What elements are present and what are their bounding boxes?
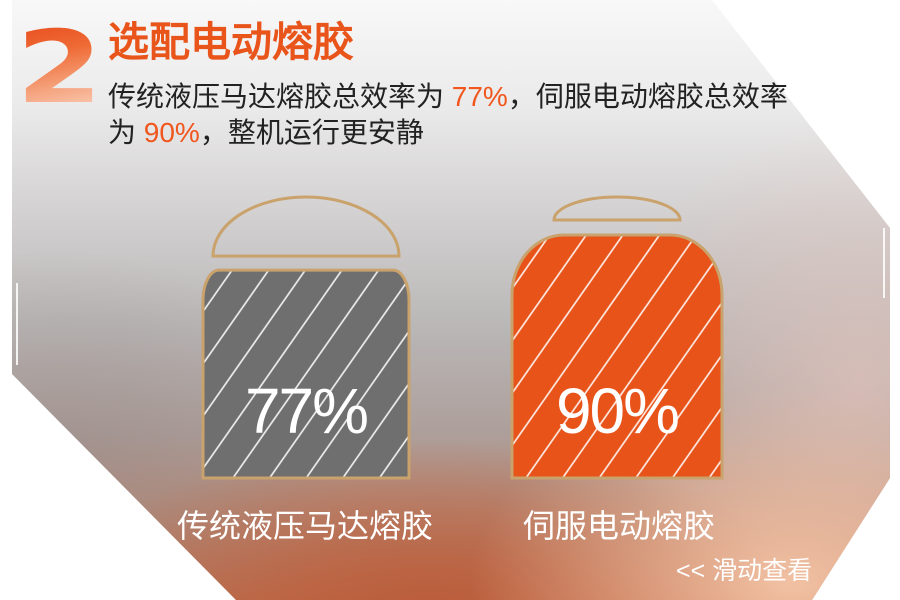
description-line-1: 传统液压马达熔胶总效率为 77%，伺服电动熔胶总效率 [108,79,788,115]
swipe-hint[interactable]: << 滑动查看 [676,557,813,585]
bar-cap [211,195,401,258]
edge-highlight-right [883,228,885,298]
efficiency-bar-1: 77% 传统液压马达熔胶 [177,195,433,544]
bar-hatch-outline [201,268,411,480]
section-title: 选配电动熔胶 [108,19,354,65]
bar-category-label: 伺服电动熔胶 [523,508,715,544]
edge-highlight-left [16,283,18,365]
bars-group: 77% 传统液压马达熔胶 90% 伺服电动熔胶 [177,195,724,544]
bar-cap [552,195,682,222]
bar-hatch-outline [510,233,724,480]
description-text: ，整机运行更安静 [199,117,424,148]
description-highlight-value: 77% [451,81,508,112]
efficiency-bar-2: 90% 伺服电动熔胶 [510,195,724,544]
description-line-2: 为 90%，整机运行更安静 [108,115,788,151]
description-text: ，伺服电动熔胶总效率 [507,81,788,112]
description-text: 传统液压马达熔胶总效率为 [108,81,452,112]
description-text: 为 [108,117,144,148]
bar-category-label: 传统液压马达熔胶 [177,508,433,544]
description-highlight-value: 90% [143,117,200,148]
description: 传统液压马达熔胶总效率为 77%，伺服电动熔胶总效率 为 90%，整机运行更安静 [108,79,788,151]
bar-value-label: 90% [556,375,678,447]
bar-value-label: 77% [245,375,367,447]
section-number: 2 [16,9,103,126]
